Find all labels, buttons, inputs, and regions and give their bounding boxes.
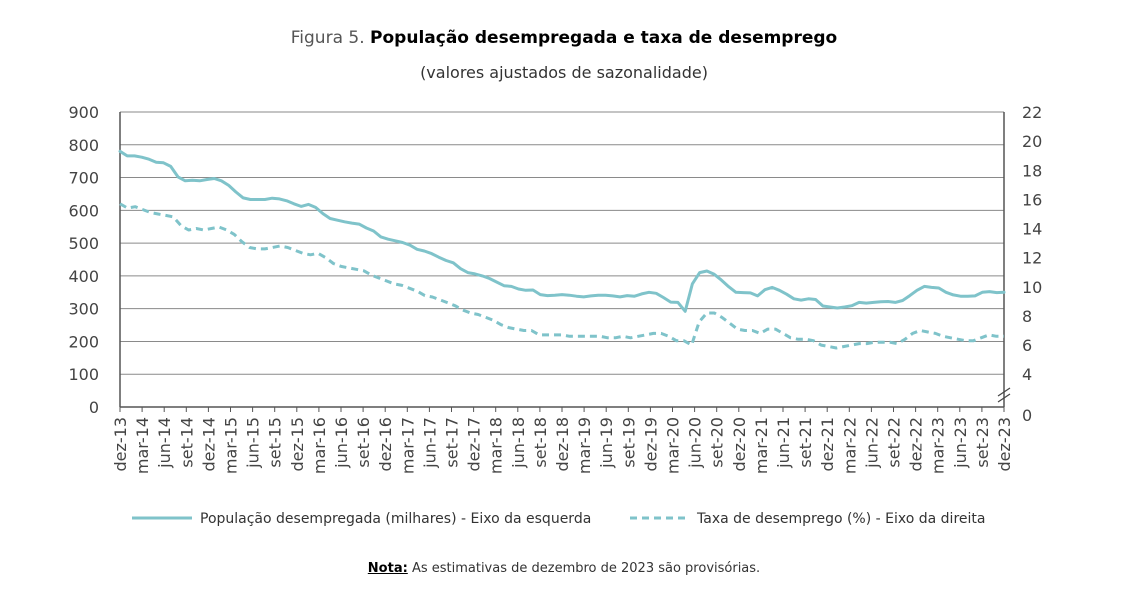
left-tick-label: 500: [68, 234, 99, 253]
x-tick-label: set-19: [619, 417, 638, 468]
footnote: Nota: As estimativas de dezembro de 2023…: [0, 561, 1128, 576]
x-tick-label: dez-16: [376, 417, 395, 472]
right-tick-label: 4: [1022, 365, 1032, 384]
figure-main-title: População desempregada e taxa de desempr…: [370, 28, 838, 48]
x-tick-label: jun-14: [155, 417, 174, 469]
left-tick-label: 600: [68, 201, 99, 220]
figure-subtitle: (valores ajustados de sazonalidade): [420, 63, 708, 82]
right-tick-label: 8: [1022, 307, 1032, 326]
x-tick-label: set-15: [266, 417, 285, 468]
left-tick-label: 400: [68, 267, 99, 286]
right-tick-label: 22: [1022, 103, 1042, 122]
x-tick-label: mar-19: [575, 417, 594, 474]
x-tick-label: jun-20: [686, 417, 705, 469]
x-tick-label: set-18: [531, 417, 550, 468]
x-tick-label: mar-20: [664, 417, 683, 474]
left-tick-label: 0: [89, 398, 99, 417]
footnote-text: As estimativas de dezembro de 2023 são p…: [411, 561, 761, 576]
left-tick-label: 700: [68, 169, 99, 188]
x-tick-label: set-17: [443, 417, 462, 468]
left-tick-label: 900: [68, 103, 99, 122]
x-tick-label: set-20: [708, 417, 727, 468]
x-tick-label: mar-16: [310, 417, 329, 474]
x-tick-label: jun-19: [597, 417, 616, 469]
x-tick-label: mar-14: [133, 417, 152, 474]
x-tick-label: dez-21: [818, 417, 837, 472]
x-tick-label: jun-21: [774, 417, 793, 469]
right-tick-label: 18: [1022, 161, 1042, 180]
right-tick-label: 12: [1022, 249, 1042, 268]
x-tick-label: mar-15: [222, 417, 241, 474]
x-tick-label: dez-15: [288, 417, 307, 472]
x-tick-label: jun-23: [951, 417, 970, 469]
x-tick-label: dez-23: [995, 417, 1014, 472]
legend-label-population: População desempregada (milhares) - Eixo…: [200, 511, 591, 527]
x-tick-label: mar-21: [752, 417, 771, 474]
figure-title: Figura 5. População desempregada e taxa …: [0, 28, 1128, 48]
right-tick-label: 0: [1022, 406, 1032, 425]
x-tick-label: jun-22: [862, 417, 881, 469]
right-tick-label: 20: [1022, 132, 1042, 151]
x-tick-label: dez-13: [111, 417, 130, 472]
left-tick-label: 800: [68, 136, 99, 155]
right-tick-label: 10: [1022, 278, 1042, 297]
x-tick-label: mar-23: [929, 417, 948, 474]
axis-break-mark: [997, 393, 1011, 403]
x-tick-label: jun-16: [332, 417, 351, 469]
x-tick-label: dez-19: [641, 417, 660, 472]
left-tick-label: 200: [68, 332, 99, 351]
x-tick-label: dez-14: [199, 417, 218, 472]
x-tick-label: set-16: [354, 417, 373, 468]
x-tick-label: jun-17: [420, 417, 439, 469]
x-tick-label: mar-22: [840, 417, 859, 474]
series-line-unemployment-rate: [119, 202, 1004, 350]
right-tick-label: 14: [1022, 220, 1042, 239]
x-tick-label: jun-18: [509, 417, 528, 469]
figure-label: Figura 5.: [290, 28, 365, 48]
right-tick-label: 6: [1022, 336, 1032, 355]
series-line-unemployed-population: [118, 149, 1006, 313]
x-tick-label: mar-18: [487, 417, 506, 474]
x-tick-label: set-21: [796, 417, 815, 468]
axis-break-mark: [997, 387, 1011, 397]
left-tick-label: 300: [68, 300, 99, 319]
chart: 0 100 200 300 400 500 600 700 800 900 0 4 6 8 10 12 14 16…: [68, 103, 1042, 527]
x-tick-label: dez-22: [907, 417, 926, 472]
legend-label-rate: Taxa de desemprego (%) - Eixo da direita: [696, 511, 985, 527]
x-tick-label: set-23: [973, 417, 992, 468]
x-tick-label: set-22: [885, 417, 904, 468]
x-tick-label: jun-15: [244, 417, 263, 469]
right-tick-label: 16: [1022, 190, 1042, 209]
footnote-label: Nota:: [367, 561, 408, 576]
x-tick-label: dez-18: [553, 417, 572, 472]
x-tick-label: set-14: [177, 417, 196, 468]
x-tick-label: mar-17: [398, 417, 417, 474]
x-tick-label: dez-17: [465, 417, 484, 472]
left-tick-label: 100: [68, 365, 99, 384]
x-tick-label: dez-20: [730, 417, 749, 472]
